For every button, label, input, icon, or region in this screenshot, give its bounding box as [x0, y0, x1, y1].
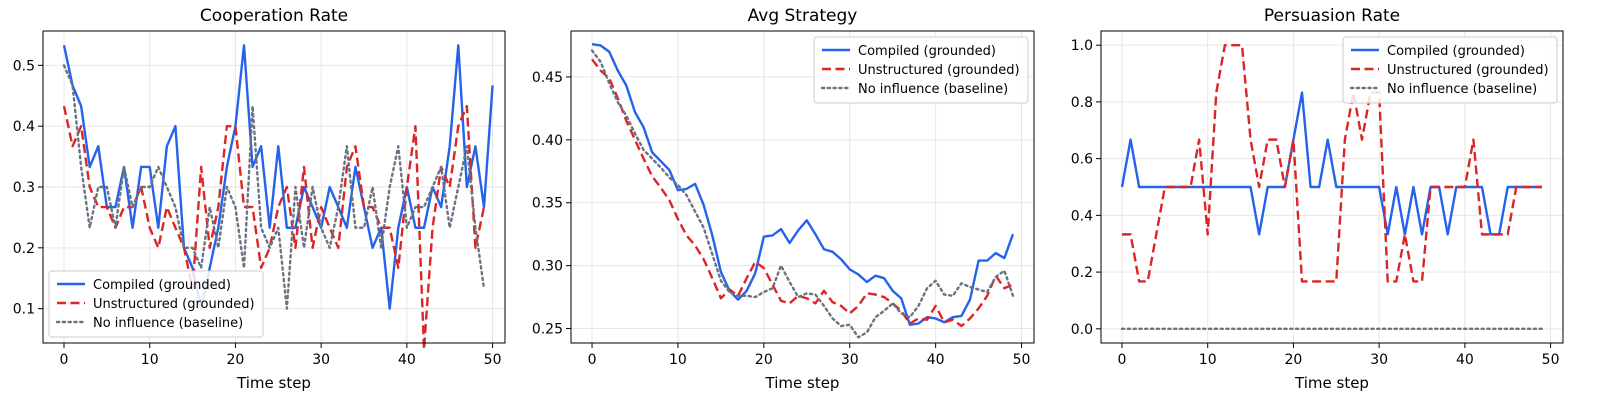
series-line	[62, 64, 486, 310]
legend-box	[813, 36, 1029, 104]
axes-frame	[570, 30, 1035, 344]
y-tick-label: 0.45	[532, 70, 563, 86]
legend-label: Unstructured (grounded)	[858, 63, 1020, 78]
x-tick-label: 10	[1199, 352, 1217, 368]
legend-label: No influence (baseline)	[858, 82, 1008, 97]
y-tick-label: 0.4	[13, 119, 35, 135]
x-tick-label: 40	[398, 352, 416, 368]
chart-title: Cooperation Rate	[200, 6, 348, 26]
x-axis-label: Time step	[1294, 374, 1369, 392]
y-tick-label: 0.25	[532, 322, 563, 338]
y-tick-label: 0.35	[532, 196, 563, 212]
series-line	[591, 43, 1015, 326]
x-tick-label: 50	[1542, 352, 1560, 368]
subplot-1: 0 10 20 30 40 50 0.1 0.2 0.3 0.4 0.5 Cooperation Ra…	[13, 6, 506, 392]
legend: Compiled (grounded) Unstructured (grounde…	[48, 270, 264, 338]
x-tick-label: 40	[927, 352, 945, 368]
x-tick-label: 0	[588, 352, 597, 368]
legend-box	[48, 270, 264, 338]
legend-label: Compiled (grounded)	[1387, 44, 1525, 59]
series-line	[590, 49, 1015, 339]
y-tick-label: 0.30	[532, 259, 563, 275]
y-tick-label: 0.40	[532, 133, 563, 149]
legend: Compiled (grounded) Unstructured (grounde…	[1342, 36, 1558, 104]
x-tick-label: 20	[227, 352, 245, 368]
y-tick-label: 0.2	[1071, 265, 1093, 281]
y-tick-label: 0.3	[13, 180, 35, 196]
series-line	[1122, 43, 1542, 283]
legend-box	[1342, 36, 1558, 104]
y-tick-label: 0.4	[1071, 208, 1093, 224]
y-tick-label: 0.6	[1071, 152, 1093, 168]
legend-label: Unstructured (grounded)	[1387, 63, 1549, 78]
y-tick-label: 0.8	[1071, 95, 1093, 111]
x-tick-label: 10	[141, 352, 159, 368]
x-tick-label: 30	[1370, 352, 1388, 368]
x-tick-label: 20	[1285, 352, 1303, 368]
legend: Compiled (grounded) Unstructured (grounde…	[813, 36, 1029, 104]
series-line	[62, 104, 486, 351]
series-line	[591, 58, 1014, 328]
legend-label: Unstructured (grounded)	[93, 297, 255, 312]
x-axis-label: Time step	[765, 374, 840, 392]
x-tick-label: 50	[1013, 352, 1031, 368]
legend-label: Compiled (grounded)	[858, 44, 996, 59]
chart-title: Avg Strategy	[748, 6, 858, 26]
x-tick-label: 0	[1118, 352, 1127, 368]
x-tick-label: 30	[841, 352, 859, 368]
x-tick-label: 30	[312, 352, 330, 368]
legend-label: Compiled (grounded)	[93, 278, 231, 293]
axes-frame	[1100, 30, 1564, 344]
legend-label: No influence (baseline)	[93, 316, 243, 331]
y-tick-label: 0.1	[13, 302, 35, 318]
x-tick-label: 50	[484, 352, 502, 368]
subplot-2: 0 10 20 30 40 50 0.25 0.30 0.35 0.40 0.45 Avg Strat…	[532, 6, 1035, 392]
series-line	[62, 44, 494, 310]
x-tick-label: 0	[60, 352, 69, 368]
x-tick-label: 40	[1456, 352, 1474, 368]
x-axis-label: Time step	[236, 374, 311, 392]
y-tick-label: 1.0	[1071, 38, 1093, 54]
legend-label: No influence (baseline)	[1387, 82, 1537, 97]
chart-title: Persuasion Rate	[1264, 6, 1400, 26]
y-tick-label: 0.5	[13, 58, 35, 74]
y-tick-label: 0.0	[1071, 322, 1093, 338]
x-tick-label: 10	[669, 352, 687, 368]
subplots: 0 10 20 30 40 50 0.1 0.2 0.3 0.4 0.5 Cooperation Ra…	[13, 6, 1564, 392]
series-line	[1120, 91, 1542, 236]
subplot-3: 0 10 20 30 40 50 0.0 0.2 0.4 0.6 0.8 1.0 Persuasion …	[1071, 6, 1564, 392]
y-tick-label: 0.2	[13, 241, 35, 257]
x-tick-label: 20	[755, 352, 773, 368]
